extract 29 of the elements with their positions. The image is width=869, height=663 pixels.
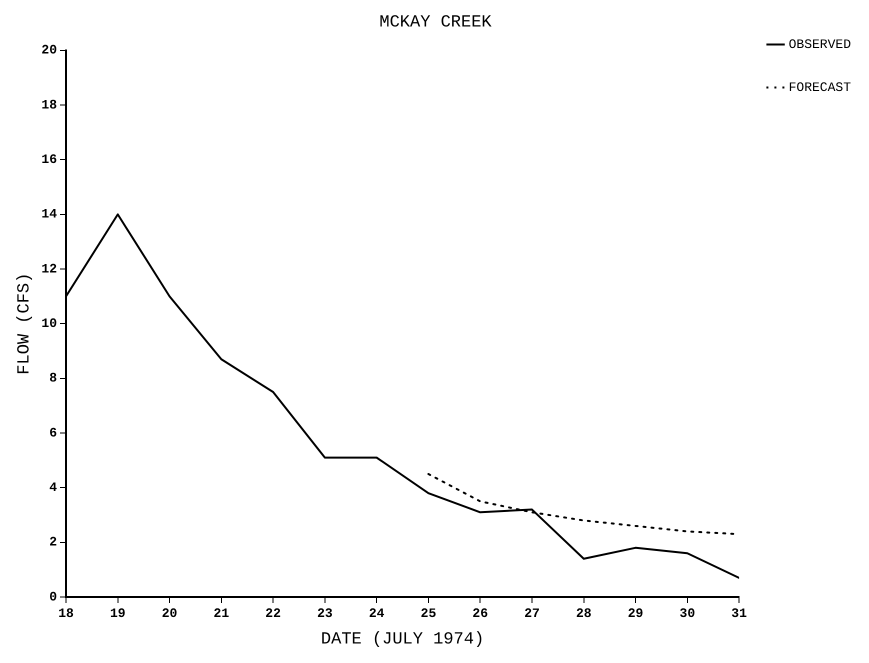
x-tick-label: 19 bbox=[110, 606, 126, 622]
x-tick-label: 26 bbox=[472, 606, 488, 622]
y-axis-title: FLOW (CFS) bbox=[16, 272, 35, 375]
x-tick-label: 29 bbox=[628, 606, 644, 622]
y-tick-label: 8 bbox=[49, 370, 58, 386]
x-tick-label: 30 bbox=[680, 606, 696, 622]
y-tick-label: 0 bbox=[49, 589, 58, 604]
y-tick-label: 12 bbox=[41, 261, 58, 276]
y-tick-label: 2 bbox=[49, 534, 58, 550]
y-tick-label: 14 bbox=[41, 206, 58, 222]
x-tick-label: 23 bbox=[317, 606, 333, 622]
y-tick-label: 6 bbox=[49, 425, 58, 440]
y-tick-label: 4 bbox=[49, 480, 58, 495]
x-tick-label: 25 bbox=[420, 606, 436, 622]
x-tick-label: 21 bbox=[214, 606, 230, 622]
x-tick-label: 28 bbox=[576, 606, 592, 622]
x-tick-label: 27 bbox=[524, 606, 540, 622]
x-tick-label: 20 bbox=[162, 606, 178, 622]
y-tick-label: 18 bbox=[41, 97, 58, 112]
x-axis-title: DATE (JULY 1974) bbox=[320, 630, 484, 650]
chart-title: MCKAY CREEK bbox=[379, 14, 492, 33]
x-tick-label: 31 bbox=[731, 606, 748, 622]
y-tick-label: 20 bbox=[41, 42, 58, 58]
y-tick-label: 16 bbox=[41, 152, 58, 167]
x-tick-label: 24 bbox=[368, 606, 385, 622]
legend-label: FORECAST bbox=[788, 80, 852, 95]
y-tick-label: 10 bbox=[41, 316, 58, 331]
x-tick-label: 22 bbox=[265, 606, 282, 622]
legend-label: OBSERVED bbox=[788, 36, 852, 52]
